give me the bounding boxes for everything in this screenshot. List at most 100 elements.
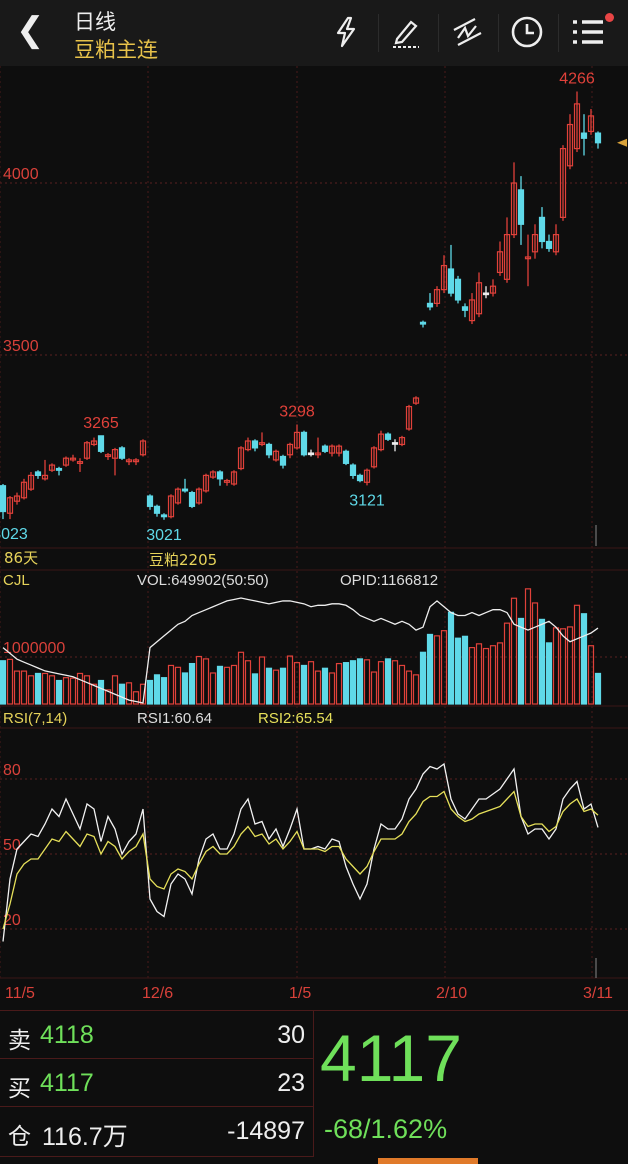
candle-body <box>181 488 189 492</box>
volume-bar <box>356 658 364 705</box>
price-annotation: 3265 <box>83 415 119 432</box>
candle-body <box>328 445 336 454</box>
price-annotation: 3021 <box>146 527 182 544</box>
candle-body <box>265 443 273 456</box>
volume-bar <box>342 662 350 705</box>
bid-label: 买 <box>8 1076 31 1102</box>
kline-chart[interactable]: 4000 3500 3023 3265 3021 3298 3121 4266 1000000 8… <box>0 66 628 1010</box>
candle-body <box>132 459 140 463</box>
volume-bar <box>349 660 357 705</box>
volume-bar <box>293 662 301 705</box>
volume-bar <box>440 630 448 705</box>
volume-bar <box>181 672 189 705</box>
volume-bar <box>377 661 385 705</box>
volume-bar <box>538 618 546 705</box>
open-interest-line <box>2 597 599 704</box>
candle-body <box>146 495 154 507</box>
period-title: 日线 <box>74 10 116 34</box>
candle-body <box>349 464 357 476</box>
menu-list-icon[interactable] <box>570 14 606 50</box>
candle-body <box>370 447 378 468</box>
volume-bar <box>230 664 238 705</box>
volume-bar <box>587 645 595 705</box>
candle-body <box>195 488 203 504</box>
volume-bar <box>209 672 217 705</box>
volume-bar <box>160 677 168 705</box>
rsi-title: RSI(7,14) <box>3 710 68 727</box>
pencil-draw-icon[interactable] <box>388 14 424 50</box>
price-axis-label: 4000 <box>3 166 39 183</box>
volume-bar <box>146 679 154 705</box>
volume-bar <box>300 664 308 705</box>
notification-dot <box>605 13 614 22</box>
candle-body <box>6 497 14 514</box>
candle-body <box>433 289 441 304</box>
candle-body <box>545 240 553 249</box>
bottom-tab-indicator[interactable] <box>378 1158 478 1164</box>
instrument-title[interactable]: 豆粕主连 <box>74 38 158 62</box>
volume-bar <box>118 683 126 705</box>
candle-body <box>489 285 497 294</box>
candle-body <box>503 234 511 280</box>
candle-body <box>552 234 560 253</box>
volume-bar <box>237 651 245 705</box>
candle-body <box>153 505 161 514</box>
volume-bar <box>125 682 133 705</box>
volume-bar <box>20 670 28 705</box>
candle-body <box>62 457 70 466</box>
date-axis-label: 3/11 <box>583 985 613 1002</box>
candle-body <box>335 445 343 454</box>
volume-bar <box>90 683 98 705</box>
volume-bar <box>104 689 112 705</box>
volume-bar <box>461 635 469 705</box>
ask-qty: 30 <box>277 1021 305 1049</box>
candle-body <box>475 282 483 315</box>
candle-body <box>531 234 539 253</box>
candle-body <box>272 450 280 461</box>
volume-bar <box>62 677 70 705</box>
candle-body <box>447 268 455 294</box>
volume-bar <box>111 675 119 705</box>
volume-value: VOL:649902(50:50) <box>137 572 269 589</box>
candle-body <box>34 471 42 476</box>
price-annotation: 3298 <box>279 403 315 420</box>
line-tool-icon[interactable] <box>449 14 485 50</box>
lightning-icon[interactable] <box>328 14 364 50</box>
volume-bar <box>552 627 560 705</box>
volume-bar <box>272 669 280 705</box>
candle-body <box>468 299 476 322</box>
volume-bar <box>482 647 490 705</box>
ask-row[interactable]: 卖 4118 30 <box>0 1011 314 1059</box>
candle-body <box>237 447 245 470</box>
candle-body <box>167 495 175 518</box>
rsi1-value: RSI1:60.64 <box>137 710 213 727</box>
candle-body <box>0 485 7 513</box>
volume-bar <box>426 633 434 705</box>
date-axis-label: 11/5 <box>5 985 35 1002</box>
oi-value: 116.7万 <box>42 1123 128 1151</box>
back-button[interactable]: ❮ <box>16 11 45 49</box>
volume-bar <box>258 656 266 705</box>
candle-body <box>461 306 469 311</box>
date-axis-label: 1/5 <box>289 985 311 1002</box>
clock-icon[interactable] <box>509 14 545 50</box>
candle-body <box>83 442 91 459</box>
bid-row[interactable]: 买 4117 23 <box>0 1059 314 1107</box>
volume-axis-label: 1000000 <box>3 640 65 657</box>
volume-bar <box>517 617 525 705</box>
volume-bar <box>307 661 315 705</box>
candle-body <box>104 454 112 458</box>
rsi2-value: RSI2:65.54 <box>258 710 334 727</box>
rsi-axis-label: 80 <box>3 762 21 779</box>
volume-bar <box>0 660 7 705</box>
price-axis-label: 3500 <box>3 338 39 355</box>
candle-body <box>202 474 210 492</box>
candle-body <box>573 103 581 150</box>
candle-body <box>524 256 532 260</box>
price-annotation: 4266 <box>559 70 595 87</box>
volume-bar <box>475 643 483 705</box>
candle-body <box>188 492 196 507</box>
volume-bar <box>279 667 287 705</box>
volume-bar <box>384 658 392 705</box>
volume-bar <box>153 674 161 705</box>
